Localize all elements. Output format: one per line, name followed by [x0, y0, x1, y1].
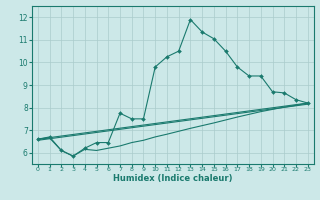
X-axis label: Humidex (Indice chaleur): Humidex (Indice chaleur) — [113, 174, 233, 183]
